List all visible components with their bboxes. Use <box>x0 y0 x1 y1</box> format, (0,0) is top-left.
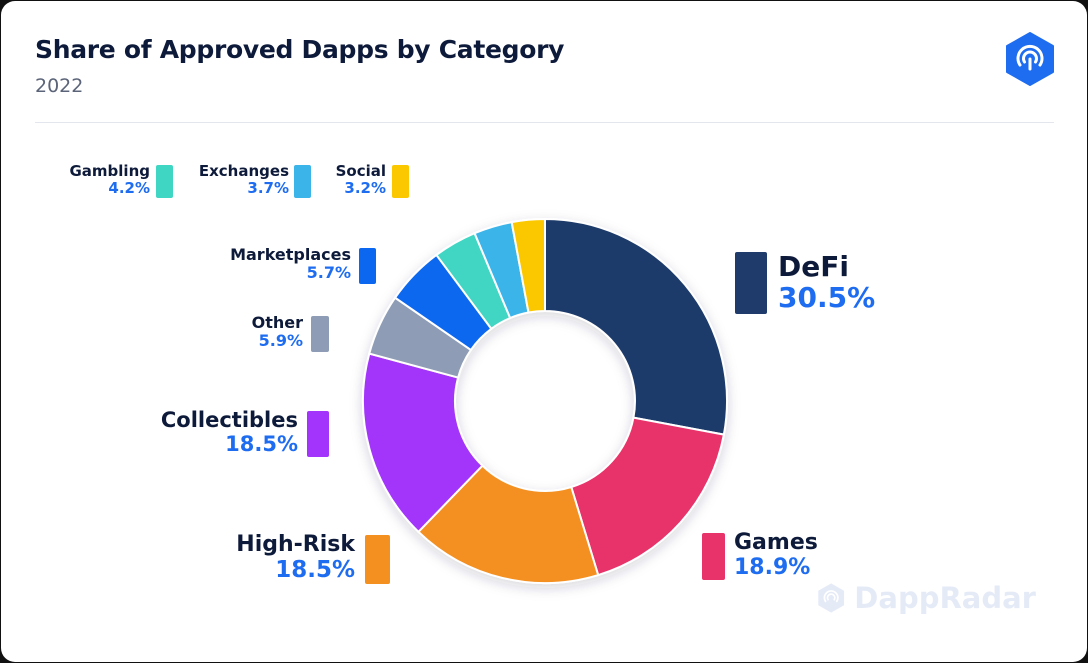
label-value-collectibles: 18.5% <box>225 431 298 456</box>
chart-subtitle: 2022 <box>35 75 84 97</box>
dappradar-watermark: DappRadar <box>816 579 1036 617</box>
label-defi: DeFi 30.5% <box>778 251 875 314</box>
swatch-marketplaces <box>359 248 376 284</box>
label-value-defi: 30.5% <box>778 281 876 315</box>
swatch-other <box>311 316 329 352</box>
header-divider <box>35 122 1054 123</box>
label-name-gambling: Gambling <box>69 162 150 180</box>
label-collectibles: Collectibles 18.5% <box>160 408 298 456</box>
label-name-exchanges: Exchanges <box>198 162 289 180</box>
label-other: Other 5.9% <box>252 314 303 350</box>
label-name-social: Social <box>335 162 386 180</box>
watermark-logo-icon <box>818 583 845 613</box>
slice-high-risk <box>417 464 600 584</box>
label-value-exchanges: 3.7% <box>247 178 289 197</box>
slice-defi <box>544 217 728 436</box>
label-value-high-risk: 18.5% <box>275 556 355 583</box>
label-social: Social 3.2% <box>336 163 386 197</box>
label-name-collectibles: Collectibles <box>160 408 298 432</box>
swatch-social <box>392 165 409 198</box>
slice-social <box>510 217 546 314</box>
label-value-social: 3.2% <box>344 178 386 197</box>
label-exchanges: Exchanges 3.7% <box>199 163 289 197</box>
slice-collectibles <box>362 352 484 534</box>
swatch-games <box>702 533 725 580</box>
label-value-games: 18.9% <box>734 554 811 580</box>
swatch-exchanges <box>294 165 311 198</box>
watermark-text: DappRadar <box>854 581 1036 615</box>
label-marketplaces: Marketplaces 5.7% <box>230 246 351 282</box>
label-value-gambling: 4.2% <box>108 178 150 197</box>
label-games: Games 18.9% <box>734 530 818 580</box>
label-gambling: Gambling 4.2% <box>69 163 150 197</box>
swatch-gambling <box>156 165 173 198</box>
label-name-games: Games <box>734 530 818 555</box>
label-high-risk: High-Risk 18.5% <box>236 532 355 583</box>
chart-title: Share of Approved Dapps by Category <box>35 35 565 64</box>
swatch-collectibles <box>307 411 329 457</box>
label-value-other: 5.9% <box>258 330 303 350</box>
swatch-defi <box>735 252 767 314</box>
donut-slices <box>362 217 728 584</box>
dappradar-logo-icon <box>1006 32 1054 86</box>
label-name-other: Other <box>251 313 303 332</box>
label-value-marketplaces: 5.7% <box>306 262 351 282</box>
label-name-high-risk: High-Risk <box>236 532 355 557</box>
swatch-high-risk <box>365 535 390 584</box>
label-name-marketplaces: Marketplaces <box>230 245 351 264</box>
slice-games <box>570 416 726 577</box>
label-name-defi: DeFi <box>778 250 849 283</box>
